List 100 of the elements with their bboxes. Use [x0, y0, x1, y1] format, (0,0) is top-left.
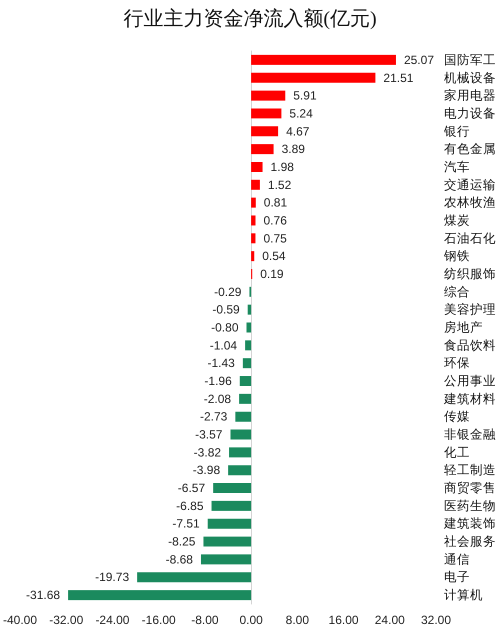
data-label: -2.73	[200, 410, 228, 424]
y-tick-label: 国防军工	[444, 52, 496, 67]
data-label: 0.76	[264, 213, 288, 228]
x-tick-label: 16.00	[328, 613, 359, 627]
data-label: 0.81	[264, 196, 288, 210]
data-label: -1.96	[204, 374, 232, 388]
bar	[228, 465, 252, 476]
bar	[200, 554, 252, 564]
data-label: 3.89	[282, 142, 306, 156]
bar	[213, 483, 252, 494]
x-tick-label: 8.00	[286, 613, 310, 627]
y-tick-label: 建筑装饰	[443, 516, 496, 531]
data-label: -0.80	[211, 320, 239, 334]
y-tick-label: 纺织服饰	[444, 266, 496, 281]
y-tick-label: 电力设备	[444, 106, 496, 120]
data-label: -3.98	[192, 463, 220, 478]
bar	[251, 54, 396, 65]
data-label: -3.57	[195, 428, 223, 442]
data-label: -1.04	[210, 338, 238, 352]
x-tick-label: -40.00	[2, 613, 38, 627]
data-label: 0.54	[262, 249, 286, 264]
y-tick-label: 机械设备	[444, 70, 496, 85]
x-tick-label: 24.00	[374, 613, 406, 627]
data-label: 25.07	[404, 52, 434, 67]
y-tick-label: 通信	[444, 552, 470, 566]
data-label: -6.85	[176, 498, 204, 513]
data-label: -19.73	[95, 570, 130, 584]
data-label: -0.59	[212, 302, 240, 317]
y-tick-label: 轻工制造	[444, 463, 496, 478]
y-tick-label: 银行	[443, 124, 470, 138]
data-label: 5.91	[293, 88, 317, 103]
data-label: -8.25	[168, 534, 196, 549]
data-label: -0.29	[214, 284, 242, 299]
y-tick-label: 有色金属	[444, 142, 496, 156]
bar	[251, 180, 260, 190]
bar	[239, 394, 252, 404]
x-tick-label: -8.00	[191, 613, 219, 627]
data-label: 21.51	[383, 70, 414, 85]
bar	[68, 590, 252, 600]
y-tick-label: 煤炭	[444, 213, 470, 228]
bar	[251, 108, 282, 118]
data-label: -3.82	[194, 445, 222, 460]
y-tick-label: 医药生物	[444, 498, 496, 513]
bar	[246, 322, 252, 332]
y-tick-label: 化工	[444, 445, 470, 460]
data-label: 4.67	[286, 124, 310, 138]
x-tick-label: -16.00	[142, 613, 176, 627]
bar	[240, 376, 252, 386]
data-label: 5.24	[289, 106, 314, 120]
data-label: -2.08	[204, 392, 232, 406]
bar	[251, 215, 256, 226]
bar	[242, 358, 252, 368]
x-tick-label: -32.00	[49, 613, 84, 627]
y-tick-label: 家用电器	[444, 88, 496, 103]
y-tick-label: 电子	[444, 570, 470, 584]
data-label: -6.57	[178, 481, 206, 496]
bar	[235, 412, 252, 422]
y-tick-label: 食品饮料	[444, 338, 496, 352]
y-tick-label: 房地产	[444, 320, 483, 334]
data-label: -1.43	[207, 356, 236, 370]
y-tick-label: 汽车	[444, 160, 470, 174]
x-tick-label: -24.00	[95, 613, 130, 627]
y-tick-label: 石油石化	[444, 231, 496, 246]
bar	[251, 162, 263, 172]
bar	[251, 198, 256, 208]
data-label: 1.98	[270, 160, 294, 174]
bar	[251, 233, 256, 244]
x-tick-label: 32.00	[420, 613, 452, 627]
bar	[251, 251, 254, 262]
data-label: -31.68	[26, 588, 60, 602]
y-tick-label: 建筑材料	[443, 392, 496, 406]
data-label: 0.19	[260, 266, 284, 281]
y-tick-label: 商贸零售	[444, 481, 496, 496]
bar	[251, 90, 286, 101]
y-tick-label: 社会服务	[444, 534, 496, 549]
bar	[203, 536, 252, 547]
y-tick-label: 环保	[444, 356, 470, 370]
bar	[251, 144, 274, 154]
bar	[230, 430, 252, 440]
bar	[208, 518, 252, 529]
bar	[248, 304, 252, 315]
y-tick-label: 公用事业	[444, 374, 496, 388]
y-tick-label: 计算机	[444, 588, 483, 602]
chart-title: 行业主力资金净流入额(亿元)	[123, 7, 377, 30]
data-label: -7.51	[172, 516, 200, 531]
bar	[137, 572, 252, 582]
data-label: -8.68	[166, 552, 194, 566]
y-tick-label: 交通运输	[444, 176, 496, 192]
x-tick-label: 0.00	[239, 613, 264, 627]
bar	[245, 340, 252, 350]
data-label: 0.75	[263, 231, 288, 246]
y-tick-label: 农林牧渔	[444, 196, 496, 210]
y-tick-label: 非银金融	[444, 428, 496, 442]
data-label: 1.52	[268, 178, 292, 192]
bar	[212, 500, 252, 511]
bar	[251, 126, 278, 136]
y-tick-label: 综合	[444, 284, 470, 299]
y-tick-label: 钢铁	[443, 249, 470, 264]
y-tick-label: 美容护理	[444, 302, 496, 317]
bar	[229, 447, 252, 458]
